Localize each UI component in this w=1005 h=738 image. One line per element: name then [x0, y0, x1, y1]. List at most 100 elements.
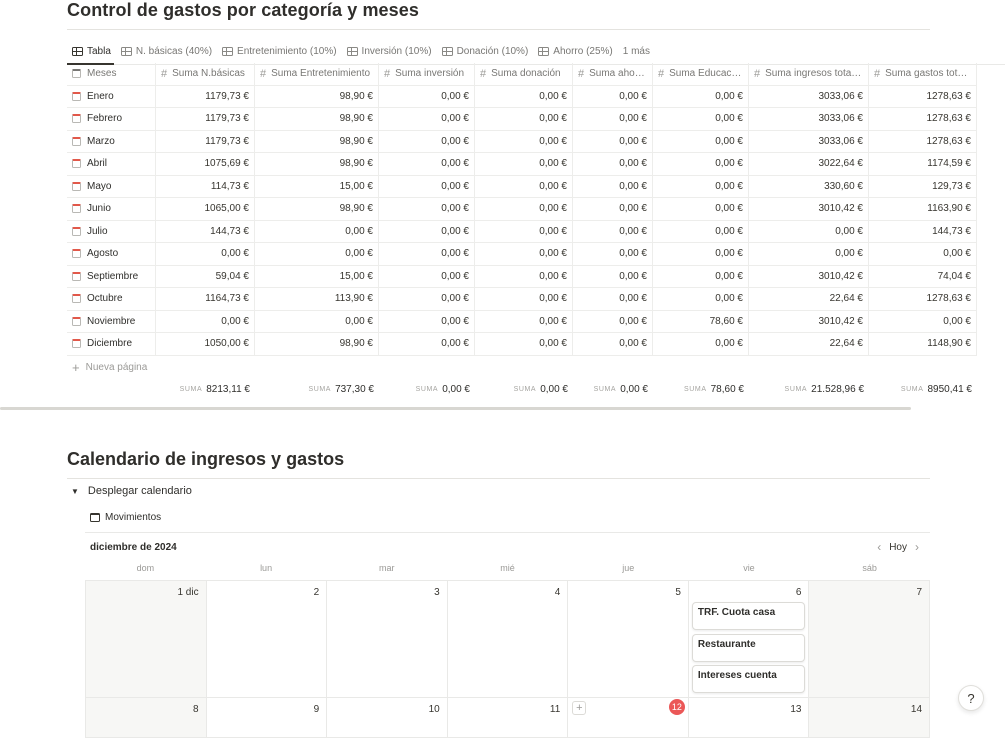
table-cell[interactable]: 0,00 € [573, 130, 653, 152]
tab-more[interactable]: 1 más [622, 45, 650, 57]
column-header[interactable]: # Suma Entretenimiento [255, 63, 379, 85]
table-cell[interactable]: 0,00 € [475, 310, 573, 332]
table-cell[interactable]: 0,00 € [653, 288, 749, 310]
table-cell[interactable]: 1075,69 € [156, 153, 255, 175]
table-cell[interactable]: 0,00 € [573, 265, 653, 287]
table-cell[interactable]: 0,00 € [475, 153, 573, 175]
table-cell[interactable]: 0,00 € [653, 220, 749, 242]
calendar-day[interactable]: 4 [447, 581, 569, 698]
sum-cell[interactable]: SUMA 737,30 € [255, 378, 379, 400]
table-cell[interactable]: 0,00 € [379, 333, 475, 355]
table-cell[interactable]: 144,73 € [869, 220, 977, 242]
table-cell[interactable]: 0,00 € [573, 198, 653, 220]
table-cell[interactable]: 1278,63 € [869, 108, 977, 130]
table-cell[interactable]: 0,00 € [573, 288, 653, 310]
month-cell[interactable]: Septiembre [67, 265, 156, 287]
tab-inversion[interactable]: Inversión (10%) [342, 38, 437, 64]
table-cell[interactable]: 0,00 € [255, 243, 379, 265]
table-cell[interactable]: 0,00 € [749, 243, 869, 265]
column-header[interactable]: # Suma gastos tot… [869, 63, 977, 85]
table-cell[interactable]: 0,00 € [379, 85, 475, 107]
table-cell[interactable]: 0,00 € [475, 108, 573, 130]
calendar-day[interactable]: 10 [327, 698, 448, 738]
table-cell[interactable]: 0,00 € [653, 108, 749, 130]
calendar-event[interactable]: TRF. Cuota casa [691, 602, 806, 630]
table-cell[interactable]: 1179,73 € [156, 108, 255, 130]
table-cell[interactable]: 0,00 € [653, 243, 749, 265]
calendar-event[interactable]: Intereses cuenta [691, 665, 806, 693]
calendar-day[interactable]: 13 [688, 698, 810, 738]
table-cell[interactable]: 0,00 € [573, 310, 653, 332]
month-cell[interactable]: Marzo [67, 130, 156, 152]
table-cell[interactable]: 113,90 € [255, 288, 379, 310]
tab-entretenimiento[interactable]: Entretenimiento (10%) [217, 38, 342, 64]
table-row[interactable]: Mayo 114,73 €15,00 €0,00 €0,00 €0,00 €0,0… [67, 175, 977, 198]
table-cell[interactable]: 1164,73 € [156, 288, 255, 310]
table-cell[interactable]: 0,00 € [156, 243, 255, 265]
table-cell[interactable]: 15,00 € [255, 265, 379, 287]
table-row[interactable]: Enero 1179,73 €98,90 €0,00 €0,00 €0,00 €0… [67, 85, 977, 108]
month-cell[interactable]: Enero [67, 85, 156, 107]
table-cell[interactable]: 129,73 € [869, 175, 977, 197]
sum-cell[interactable]: SUMA 21.528,96 € [749, 378, 869, 400]
table-cell[interactable]: 0,00 € [379, 175, 475, 197]
table-cell[interactable]: 98,90 € [255, 333, 379, 355]
table-cell[interactable]: 98,90 € [255, 108, 379, 130]
table-cell[interactable]: 0,00 € [475, 333, 573, 355]
table-cell[interactable]: 0,00 € [255, 220, 379, 242]
table-cell[interactable]: 0,00 € [379, 153, 475, 175]
chevron-right-icon[interactable]: › [915, 540, 919, 554]
table-cell[interactable]: 0,00 € [653, 175, 749, 197]
table-cell[interactable]: 3022,64 € [749, 153, 869, 175]
table-cell[interactable]: 74,04 € [869, 265, 977, 287]
calendar-day[interactable]: 12 + [568, 698, 689, 738]
month-cell[interactable]: Octubre [67, 288, 156, 310]
table-cell[interactable]: 1050,00 € [156, 333, 255, 355]
table-cell[interactable]: 1278,63 € [869, 85, 977, 107]
table-cell[interactable]: 0,00 € [653, 130, 749, 152]
table-cell[interactable]: 1065,00 € [156, 198, 255, 220]
chevron-left-icon[interactable]: ‹ [877, 540, 882, 554]
sum-cell[interactable]: SUMA 0,00 € [475, 378, 573, 400]
tab-ahorro[interactable]: Ahorro (25%) [533, 38, 617, 64]
sum-cell[interactable]: SUMA 8213,11 € [156, 378, 255, 400]
calendar-day[interactable]: 2 [206, 581, 328, 698]
horizontal-scrollbar[interactable] [0, 407, 911, 410]
table-cell[interactable]: 1163,90 € [869, 198, 977, 220]
sum-cell[interactable]: SUMA 8950,41 € [869, 378, 977, 400]
column-header[interactable]: # Suma donación [475, 63, 573, 85]
month-cell[interactable]: Abril [67, 153, 156, 175]
table-cell[interactable]: 1179,73 € [156, 130, 255, 152]
table-cell[interactable]: 0,00 € [573, 333, 653, 355]
table-cell[interactable]: 3033,06 € [749, 108, 869, 130]
calendar-day[interactable]: 7 [809, 581, 931, 698]
table-cell[interactable]: 0,00 € [869, 243, 977, 265]
table-cell[interactable]: 15,00 € [255, 175, 379, 197]
tab-tabla[interactable]: Tabla [67, 38, 116, 64]
month-cell[interactable]: Julio [67, 220, 156, 242]
table-cell[interactable]: 0,00 € [573, 175, 653, 197]
calendar-toggle[interactable]: ▼ Desplegar calendario [71, 485, 192, 497]
month-cell[interactable]: Febrero [67, 108, 156, 130]
table-cell[interactable]: 0,00 € [475, 243, 573, 265]
table-cell[interactable]: 98,90 € [255, 130, 379, 152]
table-row[interactable]: Noviembre 0,00 €0,00 €0,00 €0,00 €0,00 €7… [67, 310, 977, 333]
table-cell[interactable]: 0,00 € [653, 333, 749, 355]
table-cell[interactable]: 22,64 € [749, 288, 869, 310]
tab-necesidades-basicas[interactable]: N. básicas (40%) [116, 38, 217, 64]
table-cell[interactable]: 0,00 € [573, 153, 653, 175]
column-header[interactable]: # Suma N.básicas [156, 63, 255, 85]
calendar-day[interactable]: 11 [447, 698, 569, 738]
month-cell[interactable]: Noviembre [67, 310, 156, 332]
month-cell[interactable]: Agosto [67, 243, 156, 265]
table-cell[interactable]: 0,00 € [475, 198, 573, 220]
table-cell[interactable]: 1278,63 € [869, 288, 977, 310]
table-cell[interactable]: 98,90 € [255, 198, 379, 220]
table-cell[interactable]: 0,00 € [653, 265, 749, 287]
table-cell[interactable]: 22,64 € [749, 333, 869, 355]
column-header-meses[interactable]: Meses [67, 63, 156, 85]
table-cell[interactable]: 0,00 € [379, 265, 475, 287]
sum-cell[interactable]: SUMA 78,60 € [653, 378, 749, 400]
table-cell[interactable]: 0,00 € [573, 85, 653, 107]
table-cell[interactable]: 114,73 € [156, 175, 255, 197]
